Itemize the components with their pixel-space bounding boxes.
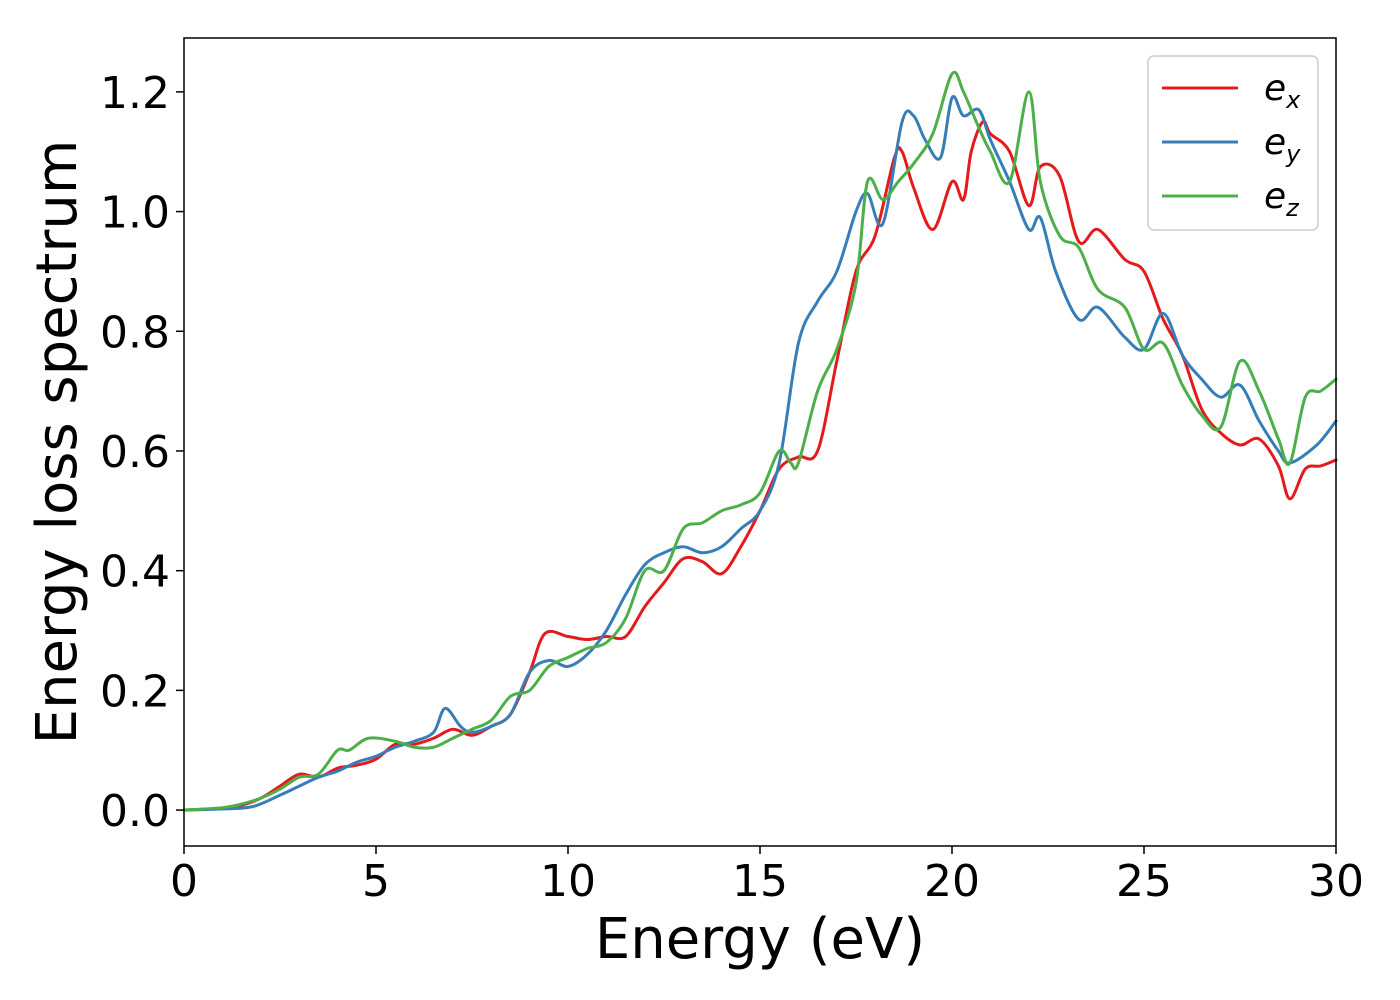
y-tick-label: 1.2 [100,68,170,119]
y-axis-title: Energy loss spectrum [25,140,90,745]
y-tick-label: 0.0 [100,786,170,837]
series-line-z [182,70,1338,812]
x-tick-label: 0 [170,856,198,907]
y-tick-label: 1.0 [100,188,170,239]
legend-label-y: ey [1264,122,1301,168]
y-axis-ticks: 0.0 0.2 0.4 0.6 0.8 1.0 1.2 [100,68,184,837]
legend-label-z: ez [1264,176,1300,222]
x-tick-label: 15 [732,856,788,907]
x-tick-label: 30 [1308,856,1364,907]
x-tick-label: 10 [540,856,596,907]
legend-label-x: ex [1264,68,1301,114]
x-tick-label: 5 [362,856,390,907]
legend-items: ex ey ez [1162,68,1301,222]
x-tick-label: 20 [924,856,980,907]
legend: ex ey ez [1147,55,1319,231]
x-axis-title: Energy (eV) [595,907,925,972]
plot-area [184,38,1336,846]
y-tick-label: 0.8 [100,307,170,358]
y-tick-label: 0.2 [100,666,170,717]
y-tick-label: 0.4 [100,547,170,598]
x-tick-label: 25 [1116,856,1172,907]
y-tick-label: 0.6 [100,427,170,478]
x-axis-ticks: 0 5 10 15 20 25 30 [170,846,1364,907]
series-line-y [182,95,1338,812]
series-layer [182,70,1338,812]
